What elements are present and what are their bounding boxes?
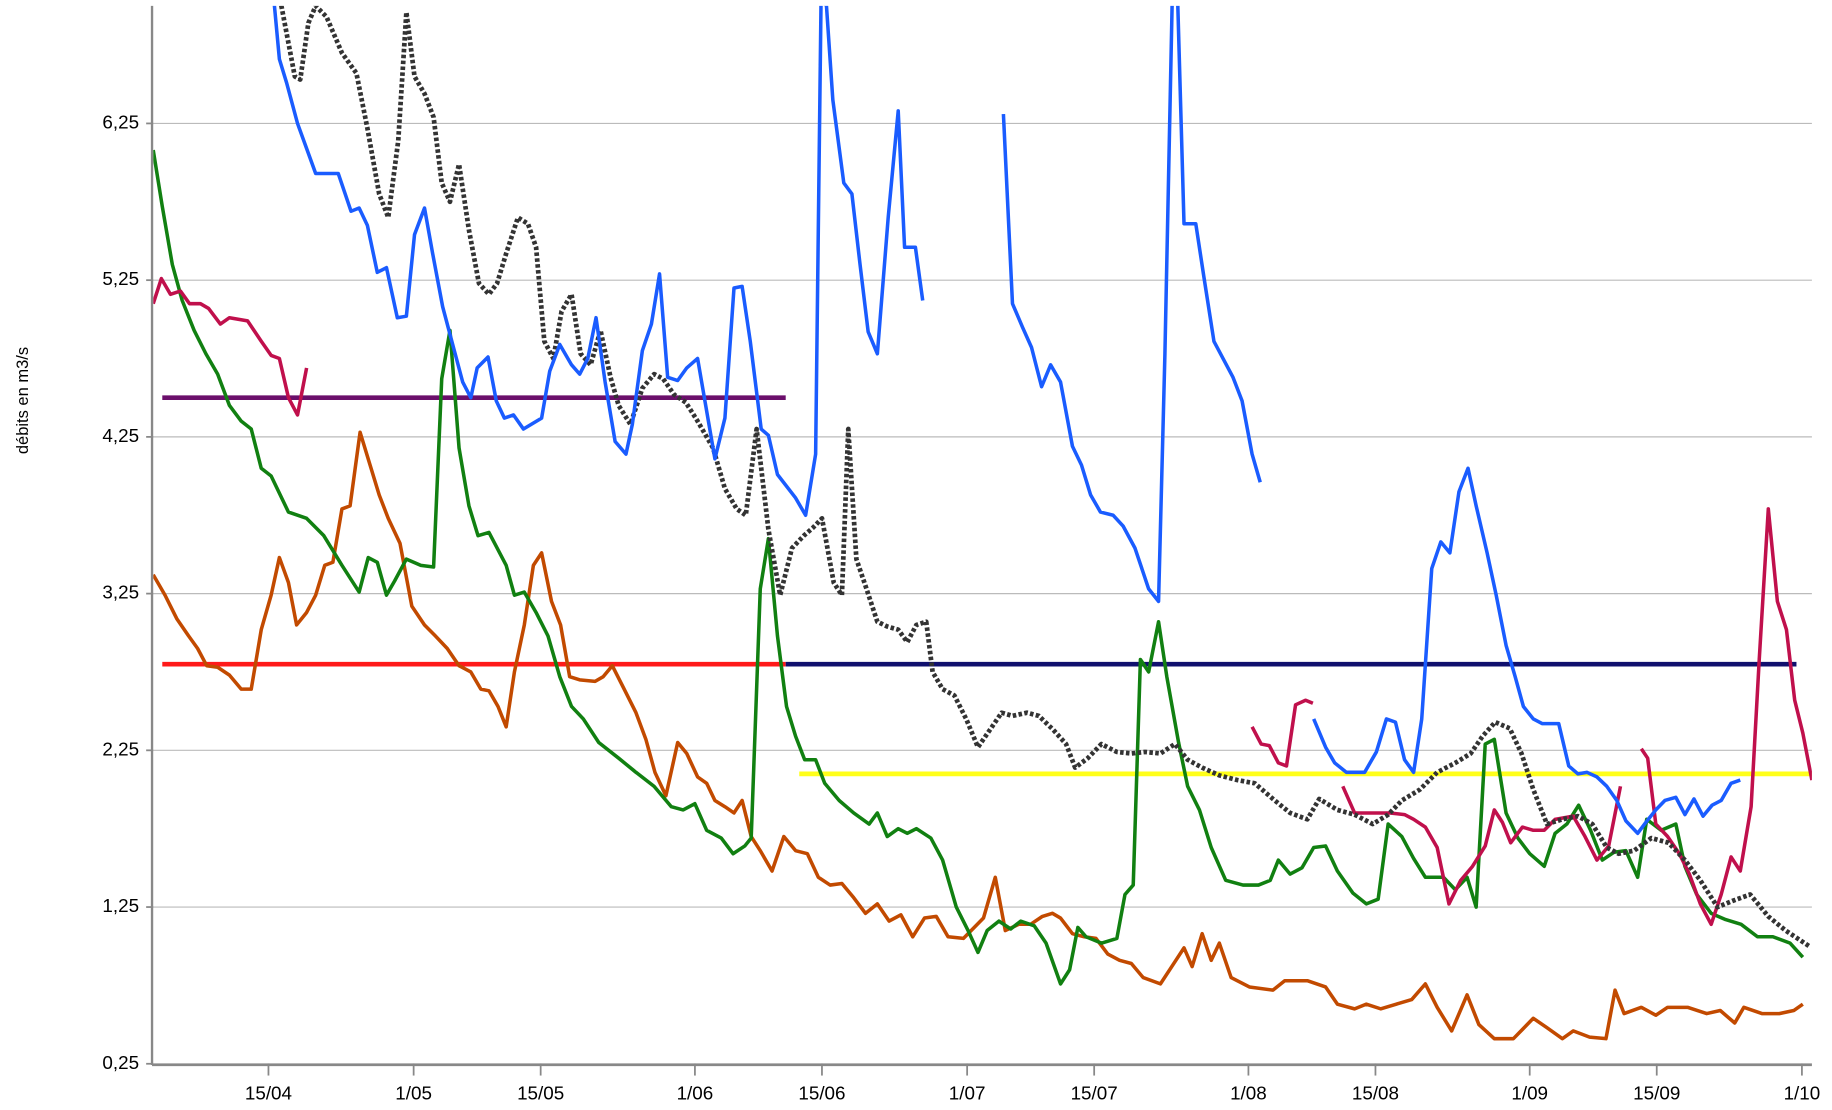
x-tick-label: 1/06 — [677, 1082, 714, 1103]
x-tick-label: 15/06 — [798, 1082, 845, 1103]
x-tick-label: 15/04 — [245, 1082, 292, 1103]
series-line — [272, 5, 1741, 836]
y-tick-label: 0,25 — [102, 1052, 139, 1073]
series-line — [153, 430, 1804, 1041]
y-tick-label: 6,25 — [102, 111, 139, 132]
grid — [153, 122, 1812, 1065]
axes: 0,25 1,25 2,25 3,25 4,25 5,25 6,25 15/04 1/05 15/… — [102, 5, 1821, 1103]
x-tick-label: 1/09 — [1511, 1082, 1548, 1103]
y-tick-label: 3,25 — [102, 582, 139, 603]
x-tick-label: 15/05 — [517, 1082, 564, 1103]
series-line — [153, 276, 1812, 927]
x-tick-label: 15/07 — [1071, 1082, 1118, 1103]
x-tick-label: 15/09 — [1633, 1082, 1680, 1103]
y-tick-label: 1,25 — [102, 895, 139, 916]
x-tick-label: 1/07 — [949, 1082, 986, 1103]
y-tick-label: 4,25 — [102, 425, 139, 446]
y-tick-label: 5,25 — [102, 268, 139, 289]
x-tick-label: 1/10 — [1784, 1082, 1821, 1103]
x-tick-label: 15/08 — [1352, 1082, 1399, 1103]
x-tick-label: 1/05 — [395, 1082, 432, 1103]
series-line — [153, 149, 1805, 986]
lines — [153, 5, 1812, 1041]
y-tick-label: 2,25 — [102, 738, 139, 759]
x-tick-label: 1/08 — [1230, 1082, 1267, 1103]
y-axis-label: débits en m3/s — [14, 347, 32, 454]
